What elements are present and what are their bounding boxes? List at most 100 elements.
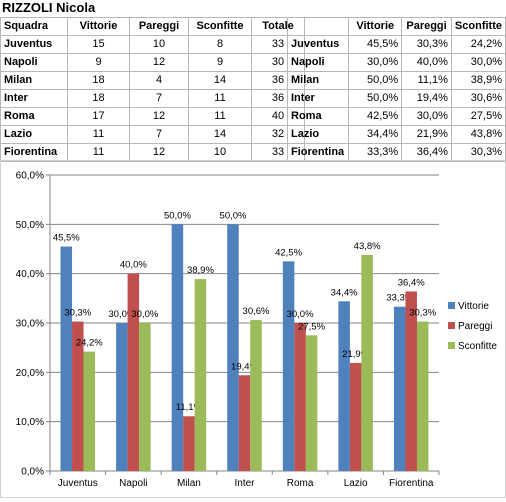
data-label: 38,9% — [187, 265, 214, 276]
chart-svg: 0,0% 10,0% 20,0% 30,0% 40,0% 50,0% 60,0% Juvent… — [16, 171, 498, 490]
counts-table-body: Juventus 15 10 8 33 Napoli 9 12 9 30 Milan 18 4 14 36 I… — [0, 35, 305, 162]
value-cell: 33,3% — [348, 143, 403, 162]
bar-pareggi — [294, 323, 306, 471]
team-name-cell: Milan — [0, 71, 68, 90]
value-cell: 36,4% — [401, 143, 452, 162]
table-row: Inter 50,0% 19,4% 30,6% — [286, 89, 506, 108]
value-cell: 43,8% — [450, 125, 506, 144]
x-tick-label: Napoli — [119, 478, 147, 489]
data-label: 21,9% — [342, 349, 369, 360]
header-cell: Pareggi — [129, 17, 189, 36]
value-cell: 30,3% — [450, 143, 506, 162]
data-label: 42,5% — [275, 247, 302, 258]
x-tick-label: Fiorentina — [389, 478, 434, 489]
x-tick-label: Juventus — [58, 478, 98, 489]
table-row: Fiorentina 11 12 10 33 — [0, 143, 305, 162]
data-label: 30,0% — [108, 309, 135, 320]
value-cell: 12 — [129, 107, 189, 126]
table-row: Lazio 34,4% 21,9% 43,8% — [286, 125, 506, 144]
value-cell: 21,9% — [401, 125, 452, 144]
table-row: Roma 17 12 11 40 — [0, 107, 305, 126]
value-cell: 11 — [67, 143, 130, 162]
value-cell: 30,6% — [450, 89, 506, 108]
table-row: Juventus 15 10 8 33 — [0, 35, 305, 54]
legend-swatch-sconfitte — [448, 342, 455, 349]
y-tick-label: 40,0% — [16, 269, 44, 280]
x-tick-label: Lazio — [344, 478, 368, 489]
table-row: Milan 50,0% 11,1% 38,9% — [286, 71, 506, 90]
value-cell: 10 — [129, 35, 189, 54]
legend-label: Vittorie — [458, 301, 489, 312]
bar-vittorie — [116, 323, 128, 471]
team-name-cell: Lazio — [0, 125, 68, 144]
value-cell: 11,1% — [401, 71, 452, 90]
value-cell: 8 — [188, 35, 252, 54]
y-tick-label: 50,0% — [16, 220, 44, 231]
value-cell: 30,0% — [401, 107, 452, 126]
bar-vittorie — [338, 301, 350, 471]
bar-sconfitte — [250, 320, 262, 471]
value-cell: 34,4% — [348, 125, 403, 144]
data-label: 30,6% — [243, 306, 270, 317]
bar-sconfitte — [83, 351, 96, 471]
team-name-cell: Napoli — [286, 53, 350, 72]
table-row: Juventus 45,5% 30,3% 24,2% — [286, 35, 506, 54]
value-cell: 38,9% — [450, 71, 506, 90]
data-label: 19,4% — [231, 361, 258, 372]
bar-sconfitte — [305, 335, 318, 471]
bar-sconfitte — [361, 254, 373, 471]
data-label: 50,0% — [164, 210, 191, 221]
table-row: Fiorentina 33,3% 36,4% 30,3% — [286, 143, 506, 162]
header-cell: Sconfitte — [450, 17, 506, 36]
bar-vittorie — [227, 224, 239, 471]
value-cell: 15 — [67, 35, 130, 54]
table-row: Napoli 9 12 9 30 — [0, 53, 305, 72]
bar-vittorie — [393, 306, 406, 471]
header-cell: Vittorie — [67, 17, 130, 36]
bar-sconfitte — [416, 321, 429, 471]
table-row: Inter 18 7 11 36 — [0, 89, 305, 108]
value-cell: 9 — [67, 53, 130, 72]
y-tick-label: 0,0% — [21, 467, 44, 478]
y-tick-label: 10,0% — [16, 417, 44, 428]
data-label: 50,0% — [220, 210, 247, 221]
data-label: 24,2% — [76, 338, 103, 349]
bar-pareggi — [183, 416, 195, 471]
value-cell: 14 — [188, 71, 252, 90]
counts-table: Squadra Vittorie Pareggi Sconfitte Total… — [0, 17, 305, 162]
value-cell: 11 — [188, 107, 252, 126]
value-cell: 18 — [67, 89, 130, 108]
value-cell: 30,3% — [401, 35, 452, 54]
bar-vittorie — [171, 224, 184, 471]
bar-sconfitte — [194, 279, 207, 471]
value-cell: 12 — [129, 53, 189, 72]
sheet-title: RIZZOLI Nicola — [2, 0, 96, 15]
team-name-cell: Juventus — [0, 35, 68, 54]
legend-label: Pareggi — [458, 321, 492, 332]
value-cell: 19,4% — [401, 89, 452, 108]
data-label: 43,8% — [354, 241, 381, 252]
bar-pareggi — [238, 375, 251, 471]
header-cell: Vittorie — [348, 17, 403, 36]
team-name-cell: Fiorentina — [0, 143, 68, 162]
x-tick-label: Roma — [287, 478, 314, 489]
team-name-cell: Juventus — [286, 35, 350, 54]
data-label: 34,4% — [331, 287, 358, 298]
value-cell: 11 — [188, 89, 252, 108]
y-tick-label: 20,0% — [16, 368, 44, 379]
percent-table-body: Juventus 45,5% 30,3% 24,2% Napoli 30,0% 40,0% 3… — [286, 35, 506, 162]
value-cell: 18 — [67, 71, 130, 90]
data-label: 27,5% — [298, 321, 325, 332]
table-header-row: Vittorie Pareggi Sconfitte — [286, 17, 506, 36]
bar-pareggi — [127, 273, 140, 471]
value-cell: 40,0% — [401, 53, 452, 72]
team-name-cell: Lazio — [286, 125, 350, 144]
bar-pareggi — [405, 291, 417, 471]
bar-pareggi — [72, 321, 84, 471]
bar-pareggi — [349, 362, 362, 471]
table-row: Milan 18 4 14 36 — [0, 71, 305, 90]
header-cell: Sconfitte — [188, 17, 252, 36]
bar-chart: 0,0% 10,0% 20,0% 30,0% 40,0% 50,0% 60,0% Juvent… — [0, 160, 506, 498]
team-name-cell: Inter — [286, 89, 350, 108]
x-tick-label: Milan — [177, 478, 201, 489]
